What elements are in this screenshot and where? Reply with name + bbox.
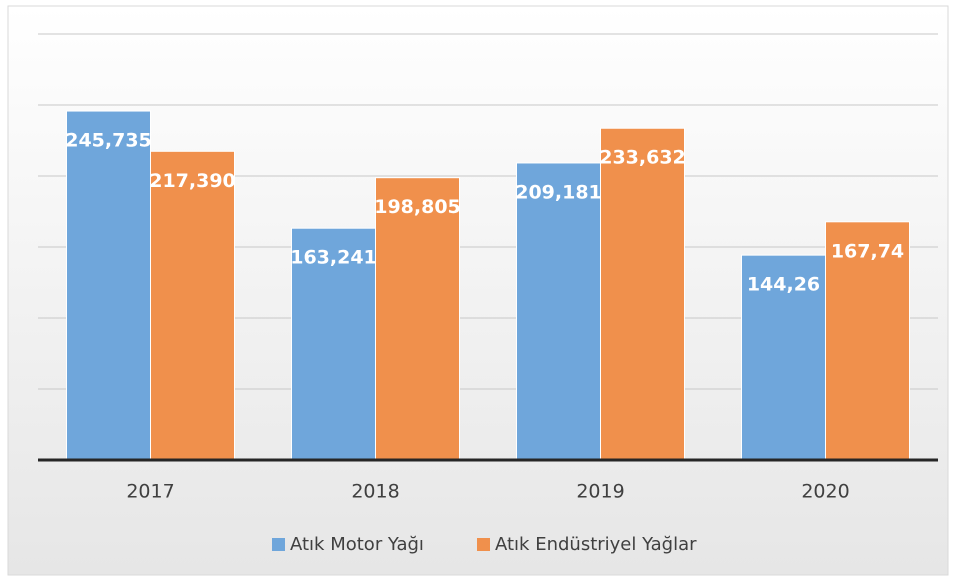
legend-swatch (272, 538, 285, 551)
bar (825, 221, 910, 461)
data-label: 233,632 (599, 147, 686, 169)
bar (516, 162, 601, 461)
bar (291, 227, 376, 461)
data-label: 209,181 (515, 181, 602, 203)
legend-label: Atık Endüstriyel Yağlar (495, 534, 697, 555)
data-label: 245,735 (65, 130, 152, 152)
data-label: 217,390 (149, 170, 236, 192)
bar (66, 110, 151, 461)
bar (150, 150, 235, 461)
bar (600, 127, 685, 461)
data-label: 198,805 (374, 196, 461, 218)
data-label: 163,241 (290, 247, 377, 269)
data-label: 167,74 (831, 240, 904, 262)
x-tick-label: 2017 (126, 481, 174, 503)
x-tick-label: 2020 (801, 481, 849, 503)
legend-swatch (477, 538, 490, 551)
x-tick-label: 2019 (576, 481, 624, 503)
legend-label: Atık Motor Yağı (290, 534, 424, 555)
x-tick-label: 2018 (351, 481, 399, 503)
bar (375, 177, 460, 461)
data-label: 144,26 (747, 274, 820, 296)
